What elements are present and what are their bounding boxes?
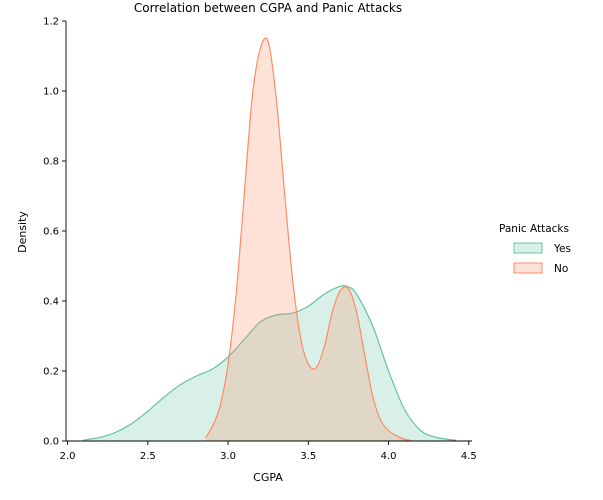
x-axis: 2.0 2.5 3.0 3.5 4.0 4.5: [60, 440, 477, 462]
legend-label-yes: Yes: [553, 243, 571, 255]
y-tick-label: 0.8: [43, 157, 59, 168]
plot-area: [83, 37, 457, 441]
density-area-yes: [83, 285, 456, 441]
density-line-yes: [83, 285, 457, 441]
x-axis-label: CGPA: [253, 471, 283, 484]
y-axis-label: Density: [16, 211, 29, 253]
legend-swatch-yes: [513, 242, 543, 254]
y-tick-label: 1.2: [43, 17, 59, 28]
y-axis: 0.0 0.2 0.4 0.6 0.8 1.0 1.2: [43, 17, 67, 448]
legend: Panic Attacks Yes No: [499, 223, 571, 275]
legend-label-no: No: [554, 263, 568, 275]
x-tick-label: 4.5: [461, 451, 477, 462]
y-tick-label: 0.4: [43, 297, 59, 308]
legend-swatch-no: [513, 262, 543, 274]
x-tick-label: 4.0: [381, 451, 397, 462]
y-tick-label: 0.0: [43, 437, 59, 448]
chart-title: Correlation between CGPA and Panic Attac…: [134, 1, 402, 15]
y-tick-label: 1.0: [43, 87, 59, 98]
x-tick-label: 2.5: [140, 451, 156, 462]
x-tick-label: 3.5: [300, 451, 316, 462]
density-line-no: [205, 37, 412, 441]
x-tick-label: 2.0: [60, 451, 76, 462]
y-tick-label: 0.6: [43, 227, 59, 238]
legend-items: Yes No: [513, 242, 571, 275]
density-area-no: [205, 38, 412, 441]
y-tick-label: 0.2: [43, 367, 59, 378]
legend-title: Panic Attacks: [499, 223, 569, 235]
x-tick-label: 3.0: [220, 451, 236, 462]
